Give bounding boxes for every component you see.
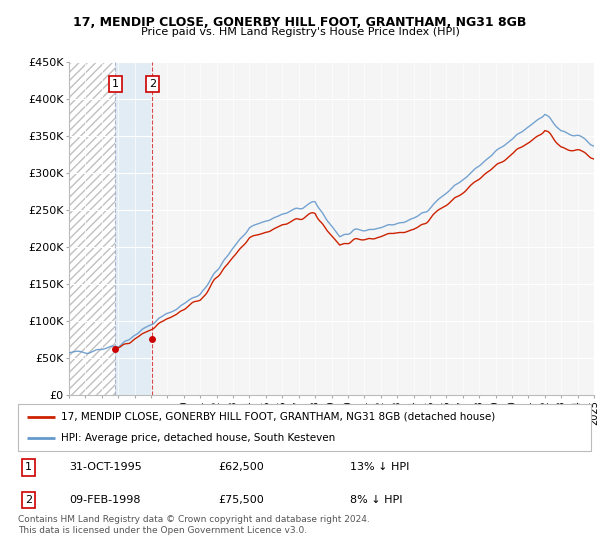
Text: 8% ↓ HPI: 8% ↓ HPI: [350, 494, 403, 505]
Text: 1: 1: [25, 463, 32, 473]
Text: HPI: Average price, detached house, South Kesteven: HPI: Average price, detached house, Sout…: [61, 433, 335, 444]
Text: £75,500: £75,500: [218, 494, 264, 505]
Text: 13% ↓ HPI: 13% ↓ HPI: [350, 463, 410, 473]
Text: £62,500: £62,500: [218, 463, 264, 473]
Text: 2: 2: [149, 79, 156, 89]
Text: 1: 1: [112, 79, 119, 89]
Text: 17, MENDIP CLOSE, GONERBY HILL FOOT, GRANTHAM, NG31 8GB: 17, MENDIP CLOSE, GONERBY HILL FOOT, GRA…: [73, 16, 527, 29]
FancyBboxPatch shape: [18, 404, 591, 451]
Text: 09-FEB-1998: 09-FEB-1998: [70, 494, 141, 505]
Text: Contains HM Land Registry data © Crown copyright and database right 2024.
This d: Contains HM Land Registry data © Crown c…: [18, 515, 370, 535]
Bar: [69, 62, 115, 395]
Text: 31-OCT-1995: 31-OCT-1995: [70, 463, 142, 473]
Text: Price paid vs. HM Land Registry's House Price Index (HPI): Price paid vs. HM Land Registry's House …: [140, 27, 460, 37]
Text: 17, MENDIP CLOSE, GONERBY HILL FOOT, GRANTHAM, NG31 8GB (detached house): 17, MENDIP CLOSE, GONERBY HILL FOOT, GRA…: [61, 412, 495, 422]
Text: 2: 2: [25, 494, 32, 505]
Bar: [115, 62, 152, 395]
